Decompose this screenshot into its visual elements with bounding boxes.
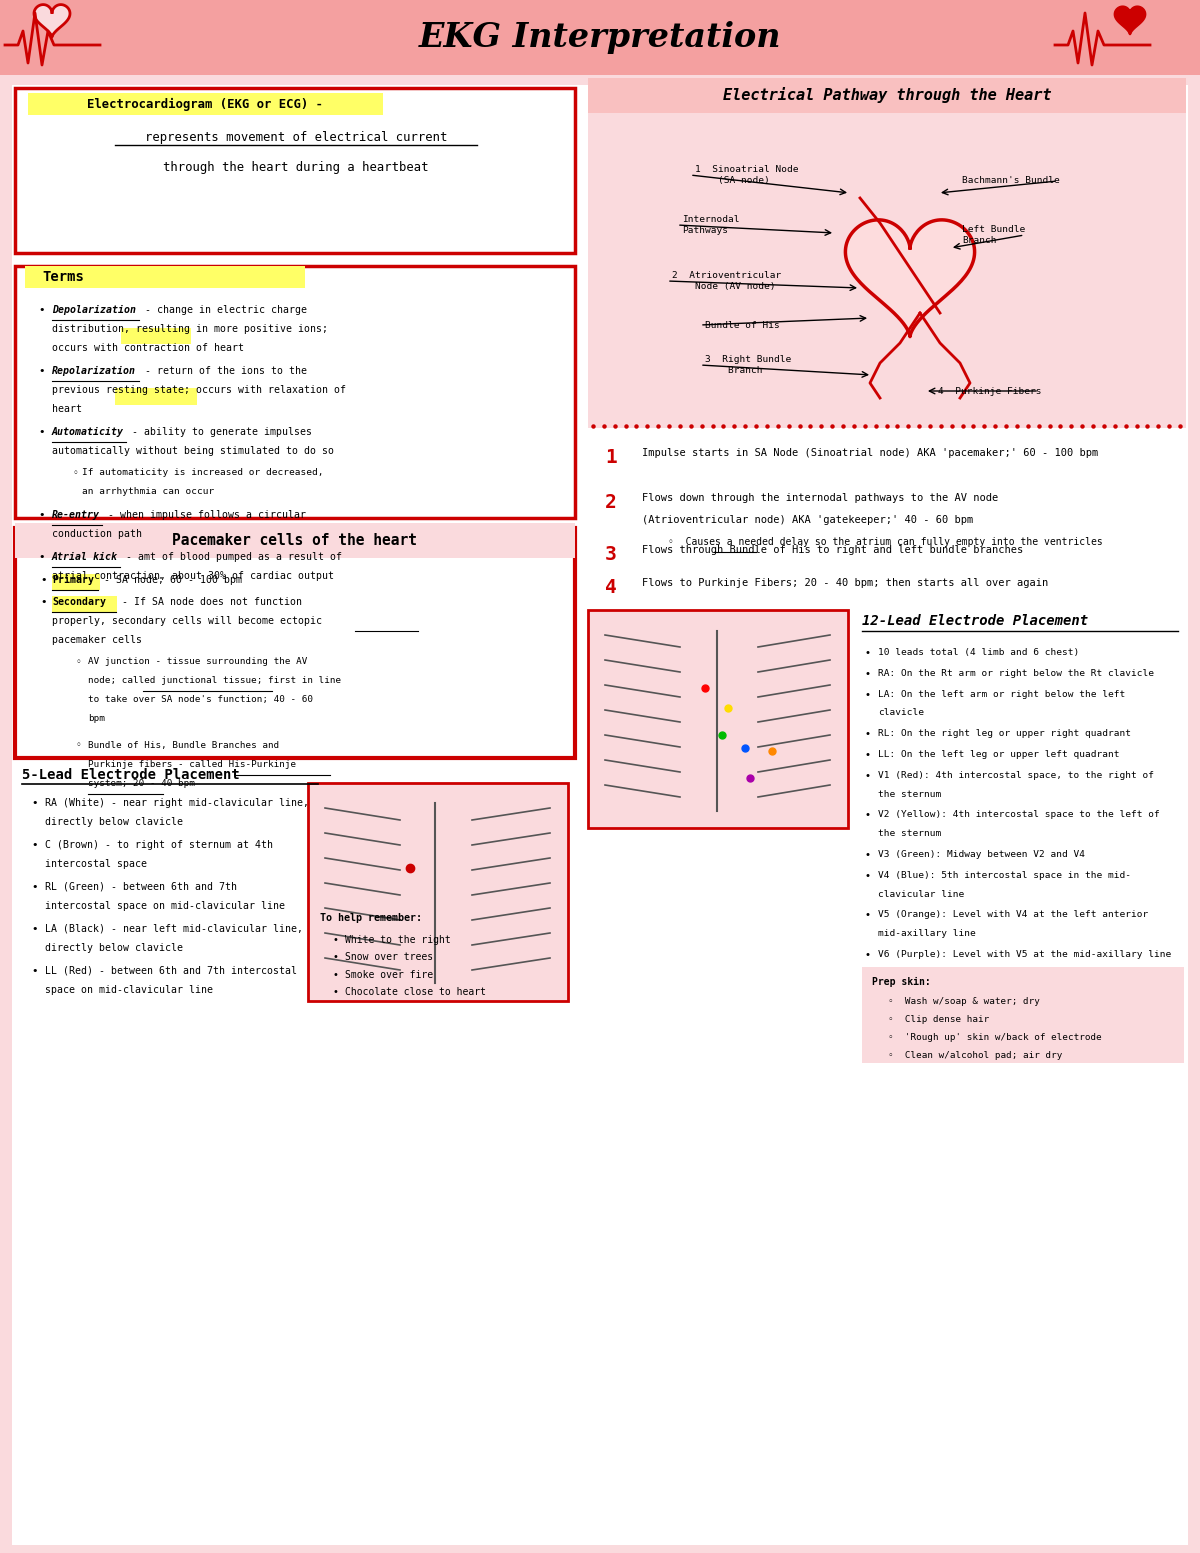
Text: •: • (332, 971, 338, 980)
Text: - If SA node does not function: - If SA node does not function (116, 596, 302, 607)
Text: distribution, resulting in more positive ions;: distribution, resulting in more positive… (52, 325, 328, 334)
Text: occurs with contraction of heart: occurs with contraction of heart (52, 343, 244, 353)
Text: AV junction - tissue surrounding the AV: AV junction - tissue surrounding the AV (88, 657, 307, 666)
Text: the sternum: the sternum (878, 829, 941, 839)
Text: an arrhythmia can occur: an arrhythmia can occur (82, 488, 215, 495)
Text: V4 (Blue): 5th intercostal space in the mid-: V4 (Blue): 5th intercostal space in the … (878, 871, 1132, 881)
Text: - when impulse follows a circular: - when impulse follows a circular (102, 509, 306, 520)
Text: •: • (38, 367, 46, 376)
Text: the sternum: the sternum (878, 789, 941, 798)
FancyBboxPatch shape (114, 388, 197, 405)
Text: •: • (31, 840, 38, 849)
FancyBboxPatch shape (588, 610, 848, 828)
Text: ◦  Clean w/alcohol pad; air dry: ◦ Clean w/alcohol pad; air dry (888, 1051, 1062, 1059)
Text: Pacemaker cells of the heart: Pacemaker cells of the heart (173, 534, 418, 548)
FancyBboxPatch shape (14, 528, 575, 758)
Text: directly below clavicle: directly below clavicle (46, 817, 182, 828)
Text: ◦: ◦ (76, 657, 80, 666)
Text: •: • (332, 988, 338, 997)
Text: Purkinje fibers - called His-Purkinje: Purkinje fibers - called His-Purkinje (88, 759, 296, 769)
Text: White to the right: White to the right (346, 935, 451, 944)
Text: Internodal
Pathways: Internodal Pathways (682, 216, 739, 235)
Text: If automaticity is increased or decreased,: If automaticity is increased or decrease… (82, 467, 324, 477)
Text: intercostal space on mid-clavicular line: intercostal space on mid-clavicular line (46, 901, 286, 912)
Text: Secondary: Secondary (52, 596, 106, 607)
Text: Flows to Purkinje Fibers; 20 - 40 bpm; then starts all over again: Flows to Purkinje Fibers; 20 - 40 bpm; t… (642, 578, 1049, 589)
Text: LL (Red) - between 6th and 7th intercostal: LL (Red) - between 6th and 7th intercost… (46, 966, 298, 975)
Text: system; 20 - 40 bpm: system; 20 - 40 bpm (88, 778, 194, 787)
Text: 3: 3 (605, 545, 617, 564)
Text: automatically without being stimulated to do so: automatically without being stimulated t… (52, 446, 334, 457)
Text: Bachmann's Bundle: Bachmann's Bundle (962, 177, 1060, 185)
Text: through the heart during a heartbeat: through the heart during a heartbeat (163, 162, 428, 174)
Text: •: • (865, 849, 871, 860)
FancyBboxPatch shape (25, 266, 305, 287)
Text: •: • (865, 871, 871, 881)
Text: intercostal space: intercostal space (46, 859, 148, 870)
Text: previous resting state; occurs with relaxation of: previous resting state; occurs with rela… (52, 385, 346, 394)
Text: •: • (31, 966, 38, 975)
Text: Repolarization: Repolarization (52, 367, 136, 376)
Text: V1 (Red): 4th intercostal space, to the right of: V1 (Red): 4th intercostal space, to the … (878, 770, 1154, 780)
Text: space on mid-clavicular line: space on mid-clavicular line (46, 985, 214, 995)
Text: bpm: bpm (88, 714, 104, 724)
Polygon shape (34, 5, 70, 37)
Text: EKG Interpretation: EKG Interpretation (419, 22, 781, 54)
Text: heart: heart (52, 404, 82, 415)
Text: Flows through Bundle of His to right and left bundle branches: Flows through Bundle of His to right and… (642, 545, 1024, 554)
Text: V5 (Orange): Level with V4 at the left anterior: V5 (Orange): Level with V4 at the left a… (878, 910, 1148, 919)
Text: Left Bundle
Branch: Left Bundle Branch (962, 225, 1025, 245)
Text: V6 (Purple): Level with V5 at the mid-axillary line: V6 (Purple): Level with V5 at the mid-ax… (878, 950, 1171, 960)
Text: Terms: Terms (42, 270, 84, 284)
FancyBboxPatch shape (52, 575, 100, 590)
Text: node; called junctional tissue; first in line: node; called junctional tissue; first in… (88, 676, 341, 685)
Text: LA (Black) - near left mid-clavicular line,: LA (Black) - near left mid-clavicular li… (46, 924, 302, 933)
Text: •: • (41, 596, 47, 607)
Polygon shape (1115, 6, 1145, 34)
Text: pacemaker cells: pacemaker cells (52, 635, 142, 644)
Text: V2 (Yellow): 4th intercostal space to the left of: V2 (Yellow): 4th intercostal space to th… (878, 811, 1159, 820)
Text: properly, secondary cells will become ectopic: properly, secondary cells will become ec… (52, 617, 322, 626)
Text: clavicular line: clavicular line (878, 890, 965, 899)
FancyBboxPatch shape (120, 328, 191, 345)
Text: RL (Green) - between 6th and 7th: RL (Green) - between 6th and 7th (46, 882, 238, 891)
Text: Smoke over fire: Smoke over fire (346, 971, 433, 980)
Text: (Atrioventricular node) AKA 'gatekeeper;' 40 - 60 bpm: (Atrioventricular node) AKA 'gatekeeper;… (642, 516, 973, 525)
Text: •: • (38, 509, 46, 520)
Text: •: • (41, 575, 47, 585)
Text: RA (White) - near right mid-clavicular line,: RA (White) - near right mid-clavicular l… (46, 798, 310, 808)
Text: Atrial kick: Atrial kick (52, 551, 118, 562)
Text: •: • (865, 669, 871, 679)
FancyBboxPatch shape (588, 81, 1186, 429)
Text: •: • (31, 798, 38, 808)
Text: clavicle: clavicle (878, 708, 924, 717)
Text: ◦: ◦ (72, 467, 78, 478)
FancyBboxPatch shape (308, 783, 568, 1002)
Text: - ability to generate impulses: - ability to generate impulses (126, 427, 312, 436)
Text: 12-Lead Electrode Placement: 12-Lead Electrode Placement (862, 613, 1088, 627)
Text: - change in electric charge: - change in electric charge (139, 304, 307, 315)
Text: LL: On the left leg or upper left quadrant: LL: On the left leg or upper left quadra… (878, 750, 1120, 759)
FancyBboxPatch shape (588, 78, 1186, 113)
Text: RA: On the Rt arm or right below the Rt clavicle: RA: On the Rt arm or right below the Rt … (878, 669, 1154, 677)
Text: •: • (332, 935, 338, 944)
Text: RL: On the right leg or upper right quadrant: RL: On the right leg or upper right quad… (878, 730, 1132, 738)
Text: LA: On the left arm or right below the left: LA: On the left arm or right below the l… (878, 690, 1126, 699)
Text: 2  Atrioventricular
    Node (AV node): 2 Atrioventricular Node (AV node) (672, 272, 781, 290)
Text: 10 leads total (4 limb and 6 chest): 10 leads total (4 limb and 6 chest) (878, 648, 1079, 657)
FancyBboxPatch shape (862, 968, 1184, 1062)
Text: 5-Lead Electrode Placement: 5-Lead Electrode Placement (22, 769, 240, 783)
Text: •: • (865, 690, 871, 699)
Text: 1  Sinoatrial Node
    (SA node): 1 Sinoatrial Node (SA node) (695, 165, 798, 185)
Text: •: • (865, 730, 871, 739)
Text: Chocolate close to heart: Chocolate close to heart (346, 988, 486, 997)
Text: - return of the ions to the: - return of the ions to the (139, 367, 307, 376)
Text: Bundle of His, Bundle Branches and: Bundle of His, Bundle Branches and (88, 741, 280, 750)
Text: •: • (31, 924, 38, 933)
Text: Electrocardiogram (EKG or ECG) -: Electrocardiogram (EKG or ECG) - (86, 98, 323, 110)
Text: Snow over trees: Snow over trees (346, 952, 433, 963)
Text: •: • (38, 304, 46, 315)
Text: Impulse starts in SA Node (Sinoatrial node) AKA 'pacemaker;' 60 - 100 bpm: Impulse starts in SA Node (Sinoatrial no… (642, 447, 1098, 458)
Text: to take over SA node's function; 40 - 60: to take over SA node's function; 40 - 60 (88, 696, 313, 704)
